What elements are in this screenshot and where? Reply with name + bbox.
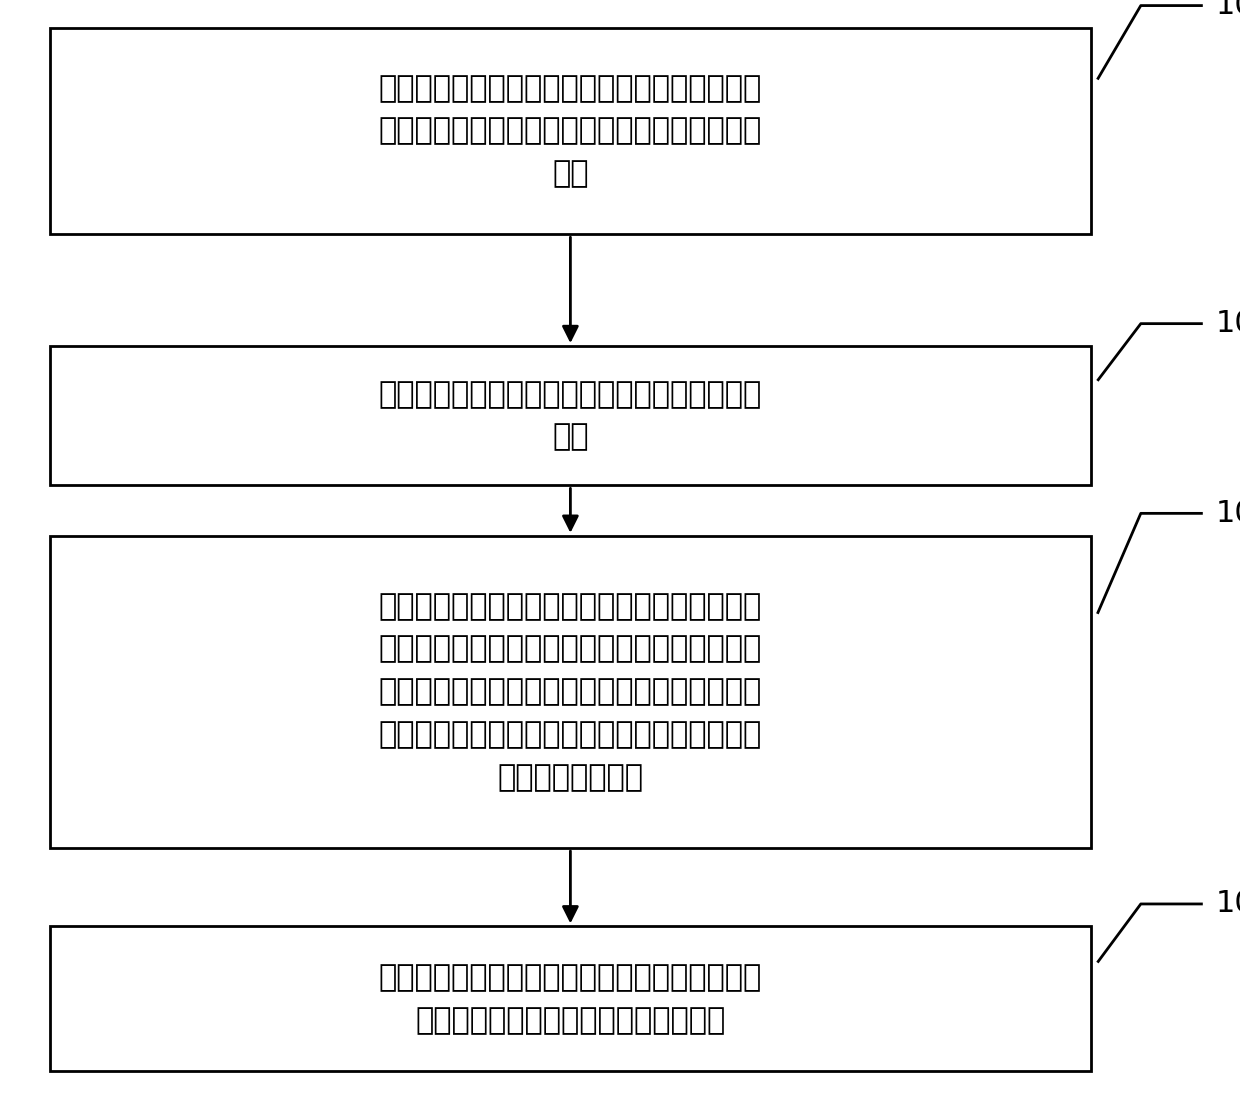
Bar: [50, 346, 1091, 485]
Text: 根据检测指标与工作模块的预置关联关系，筛选
并分类与工作模块相关联的运维指标数据，并根
据筛选出的根据运维指标数据和熵权系数，通过
加权求和方式，分别得到配电终: 根据检测指标与工作模块的预置关联关系，筛选 并分类与工作模块相关联的运维指标数据…: [378, 591, 763, 792]
Bar: [50, 28, 1091, 234]
Bar: [50, 536, 1091, 848]
Text: 101: 101: [1215, 0, 1240, 20]
Text: 通过上下限法，对各个工作模块的风险概率值进
行运算，得到配电终端的可靠性预测值: 通过上下限法，对各个工作模块的风险概率值进 行运算，得到配电终端的可靠性预测值: [378, 963, 763, 1035]
Text: 102: 102: [1215, 309, 1240, 338]
Text: 通过熵权法，计算与运维指标数据相对应的熵权
系数: 通过熵权法，计算与运维指标数据相对应的熵权 系数: [378, 379, 763, 452]
Text: 根据预置的配电终端检测指标，从终端故障数据
库中获取配电终端中的各个工作模块的运维指标
数据: 根据预置的配电终端检测指标，从终端故障数据 库中获取配电终端中的各个工作模块的运…: [378, 74, 763, 189]
Bar: [50, 926, 1091, 1071]
Text: 103: 103: [1215, 499, 1240, 528]
Text: 104: 104: [1215, 889, 1240, 918]
